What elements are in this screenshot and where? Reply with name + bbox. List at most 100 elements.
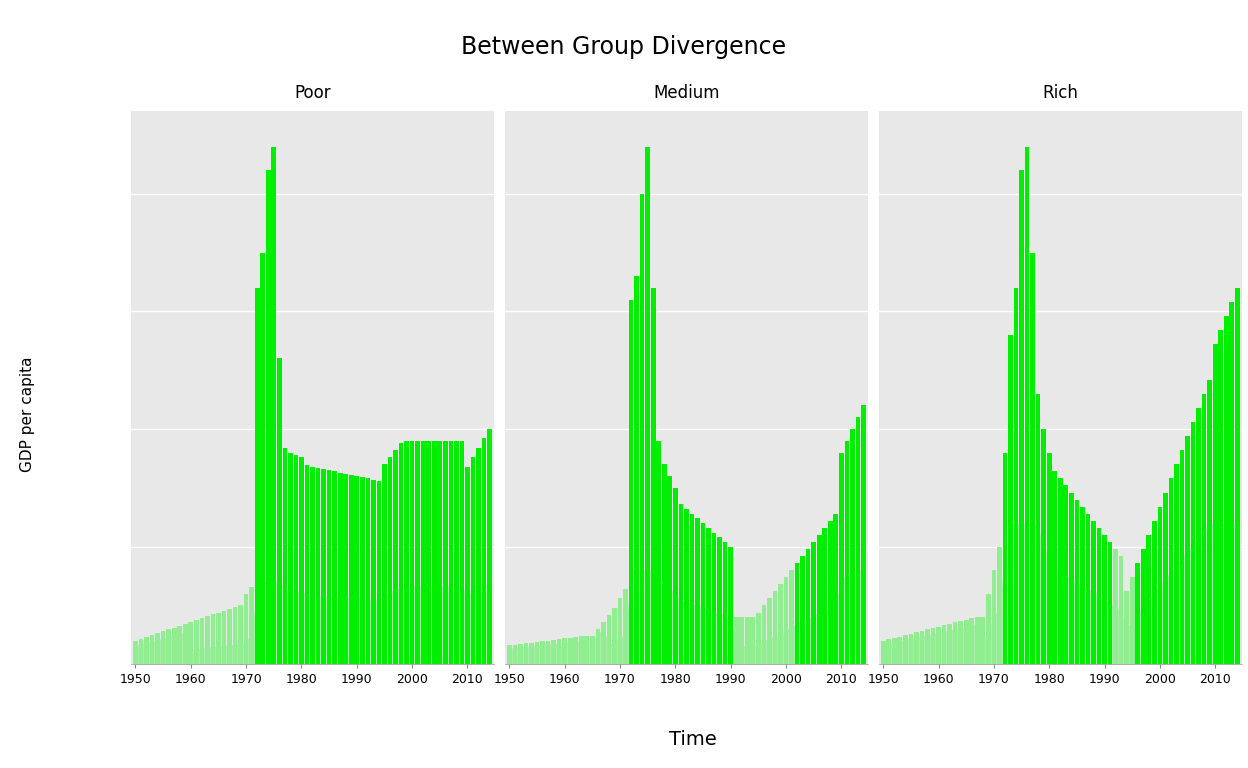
Bar	[573, 637, 578, 664]
Bar	[459, 441, 464, 664]
Bar	[454, 441, 459, 664]
Bar	[183, 624, 187, 664]
Bar	[300, 457, 303, 664]
Bar	[789, 570, 794, 664]
Bar	[595, 629, 600, 664]
Bar	[806, 549, 810, 664]
Bar	[139, 639, 144, 664]
Bar	[784, 578, 789, 664]
Text: GDP per capita: GDP per capita	[20, 357, 35, 472]
Bar	[897, 637, 902, 664]
Bar	[518, 644, 523, 664]
Bar	[305, 465, 310, 664]
Bar	[756, 613, 761, 664]
Bar	[1013, 288, 1018, 664]
Bar	[161, 631, 166, 664]
Bar	[377, 481, 382, 664]
Bar	[338, 472, 342, 664]
Bar	[507, 645, 512, 664]
Bar	[706, 528, 711, 664]
Bar	[421, 441, 426, 664]
Bar	[193, 620, 198, 664]
Bar	[651, 288, 655, 664]
Bar	[734, 617, 739, 664]
Bar	[172, 627, 176, 664]
Bar	[629, 300, 634, 664]
Bar	[382, 465, 387, 664]
Bar	[1213, 344, 1218, 664]
Bar	[200, 618, 205, 664]
Bar	[1036, 394, 1041, 664]
Bar	[904, 635, 907, 664]
Bar	[1080, 507, 1085, 664]
Bar	[359, 477, 364, 664]
Bar	[232, 607, 237, 664]
Bar	[534, 642, 539, 664]
Bar	[1236, 288, 1239, 664]
Bar	[1041, 429, 1046, 664]
Bar	[443, 441, 448, 664]
Bar	[1086, 514, 1091, 664]
Bar	[145, 637, 149, 664]
Bar	[243, 594, 248, 664]
Bar	[1207, 379, 1212, 664]
Bar	[466, 467, 469, 664]
Bar	[1031, 253, 1035, 664]
Bar	[1070, 492, 1073, 664]
Bar	[892, 638, 896, 664]
Bar	[778, 584, 782, 664]
Bar	[261, 253, 265, 664]
Bar	[991, 570, 996, 664]
Bar	[861, 406, 866, 664]
Bar	[623, 589, 628, 664]
Bar	[1163, 492, 1168, 664]
Bar	[773, 591, 778, 664]
Bar	[557, 639, 562, 664]
Bar	[409, 441, 414, 664]
Bar	[1168, 478, 1173, 664]
Bar	[723, 542, 728, 664]
Bar	[602, 622, 605, 664]
Bar	[612, 607, 617, 664]
Bar	[477, 448, 480, 664]
Bar	[1202, 394, 1207, 664]
Bar	[718, 538, 721, 664]
Bar	[470, 457, 475, 664]
Bar	[975, 617, 980, 664]
Bar	[963, 620, 968, 664]
Bar	[811, 542, 816, 664]
Bar	[250, 587, 255, 664]
Bar	[942, 625, 946, 664]
Bar	[272, 147, 276, 664]
Bar	[552, 640, 555, 664]
Bar	[432, 441, 437, 664]
Bar	[634, 276, 639, 664]
Bar	[618, 598, 623, 664]
Bar	[427, 441, 431, 664]
Bar	[673, 488, 678, 664]
Bar	[668, 476, 673, 664]
Bar	[393, 450, 398, 664]
Bar	[1052, 472, 1057, 664]
Bar	[1174, 465, 1179, 664]
Bar	[1129, 578, 1134, 664]
Bar	[416, 441, 421, 664]
Bar	[768, 598, 771, 664]
Bar	[986, 594, 991, 664]
Bar	[1152, 521, 1157, 664]
Text: Between Group Divergence: Between Group Divergence	[462, 35, 786, 58]
Bar	[216, 613, 221, 664]
Bar	[1075, 500, 1080, 664]
Bar	[1136, 563, 1141, 664]
Bar	[316, 468, 321, 664]
Bar	[1091, 521, 1096, 664]
Bar	[1113, 549, 1118, 664]
Bar	[1025, 147, 1030, 664]
Bar	[695, 518, 700, 664]
Bar	[545, 641, 550, 664]
Bar	[487, 429, 492, 664]
Bar	[584, 636, 589, 664]
Bar	[795, 563, 800, 664]
Bar	[524, 644, 528, 664]
Bar	[700, 523, 705, 664]
